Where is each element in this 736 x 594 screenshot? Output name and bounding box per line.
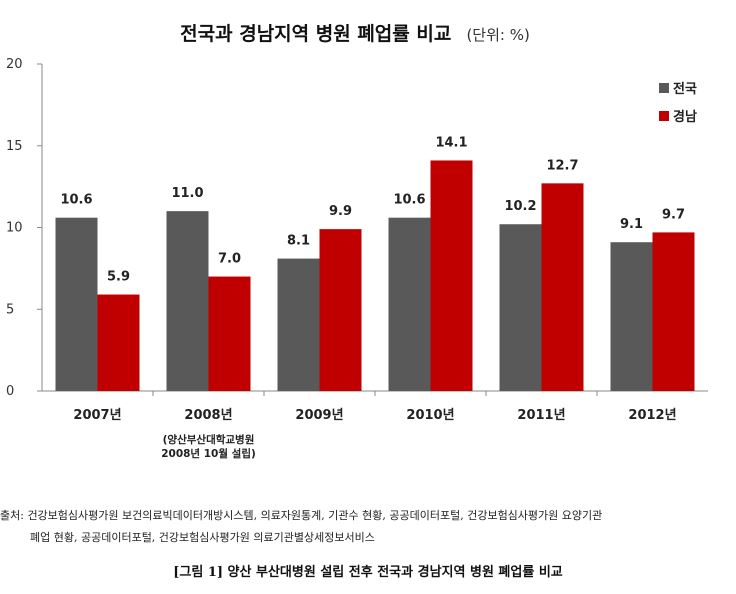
- data-label: 10.6: [393, 193, 425, 208]
- legend-label: 경남: [673, 109, 697, 125]
- bar: [319, 229, 362, 391]
- y-tick-label: 15: [6, 139, 23, 154]
- bar: [652, 232, 695, 391]
- data-label: 5.9: [107, 270, 130, 285]
- y-tick-label: 0: [6, 384, 14, 399]
- data-label: 7.0: [218, 252, 241, 267]
- bar: [55, 217, 98, 391]
- bar: [388, 217, 431, 391]
- y-axis: 0 5 10 15 20: [6, 57, 43, 399]
- chart-title: 전국과 경남지역 병원 폐업률 비교: [180, 23, 451, 45]
- data-label: 12.7: [546, 158, 578, 173]
- source-line-1: 출처: 건강보험심사평가원 보건의료빅데이터개방시스템, 의료자원통계, 기관수…: [0, 509, 603, 522]
- x-tick-label: 2011년: [517, 408, 565, 423]
- data-label: 8.1: [287, 234, 310, 249]
- x-tick-label: 2010년: [406, 408, 454, 423]
- bar: [430, 160, 473, 391]
- bar: [610, 242, 653, 391]
- bar: [541, 183, 584, 391]
- x-tick-label: 2008년: [184, 408, 232, 423]
- data-label: 11.0: [171, 186, 203, 201]
- data-label: 9.9: [329, 204, 352, 219]
- y-tick-label: 10: [6, 221, 23, 236]
- bar: [208, 276, 251, 391]
- x-tick-note: (양산부산대학교병원: [163, 433, 255, 446]
- bar: [277, 258, 320, 391]
- chart-title-group: 전국과 경남지역 병원 폐업률 비교 (단위: %): [180, 23, 530, 45]
- bar-chart: 전국과 경남지역 병원 폐업률 비교 (단위: %) 0 5 10 15 20 2007…: [6, 23, 708, 460]
- source-note: 출처: 건강보험심사평가원 보건의료빅데이터개방시스템, 의료자원통계, 기관수…: [0, 505, 736, 549]
- bar: [166, 211, 209, 391]
- figure-caption: [그림 1] 양산 부산대병원 설립 전후 전국과 경남지역 병원 폐업률 비교: [173, 565, 563, 580]
- data-label: 9.1: [620, 217, 643, 232]
- data-label: 10.6: [60, 193, 92, 208]
- data-label: 10.2: [504, 199, 536, 214]
- x-tick-label: 2007년: [73, 408, 121, 423]
- legend-swatch: [659, 111, 669, 121]
- bars: 10.6 5.9 11.0 7.0 8.1 9.9 10.6 14.1 10.2 12.7 9.1 9…: [55, 135, 695, 391]
- data-label: 14.1: [435, 135, 467, 150]
- x-tick-label: 2009년: [295, 408, 343, 423]
- chart-unit: (단위: %): [466, 26, 529, 44]
- data-label: 9.7: [662, 207, 685, 222]
- y-tick-label: 20: [6, 57, 23, 72]
- bar: [499, 224, 542, 391]
- y-tick-label: 5: [6, 302, 14, 317]
- legend-label: 전국: [673, 81, 697, 97]
- legend-swatch: [659, 83, 669, 93]
- source-line-2: 폐업 현황, 공공데이터포털, 건강보험심사평가원 의료기관별상세정보서비스: [30, 531, 375, 544]
- x-tick-note: 2008년 10월 설립): [161, 447, 256, 460]
- bar: [97, 294, 140, 391]
- x-tick-label: 2012년: [628, 408, 676, 423]
